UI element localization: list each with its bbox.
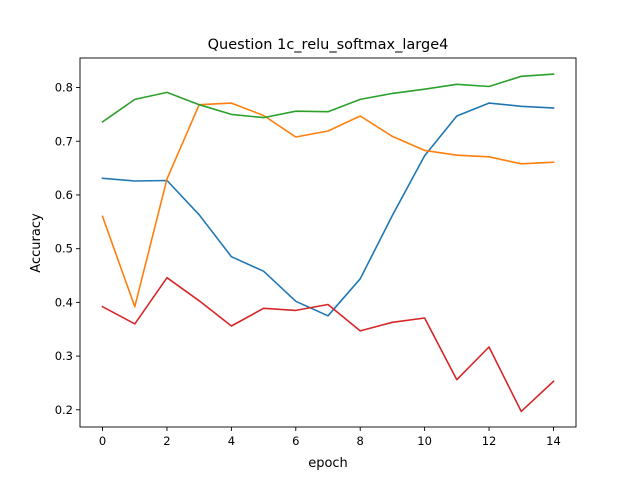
y-tick-label: 0.3 [55, 349, 73, 363]
y-tick-label: 0.2 [55, 403, 73, 417]
series-line-4 [101, 276, 555, 413]
y-axis-label: Accuracy [29, 213, 44, 273]
x-axis-label: epoch [308, 456, 348, 471]
x-tick-label: 12 [482, 434, 497, 448]
axes-layer: 0 2 4 6 8 10 12 14 0.2 0.3 0.4 0.5 0.6 0.7 0.8 [55, 57, 577, 448]
x-tick-label: 6 [292, 434, 299, 448]
y-tick-label: 0.7 [55, 134, 73, 148]
x-tick-label: 2 [163, 434, 170, 448]
y-tick-label: 0.6 [55, 188, 73, 202]
series-line-2 [101, 102, 555, 308]
x-tick-label: 10 [417, 434, 432, 448]
y-tick-label: 0.8 [55, 81, 73, 95]
chart-title: Question 1c_relu_softmax_large4 [208, 37, 449, 53]
series-layer [101, 73, 555, 413]
y-tick-label: 0.4 [55, 295, 73, 309]
series-line-1 [101, 102, 555, 317]
x-tick-label: 8 [357, 434, 364, 448]
x-tick-label: 0 [99, 434, 106, 448]
x-tick-label: 4 [228, 434, 235, 448]
series-line-3 [101, 73, 555, 124]
plot-frame [79, 57, 577, 428]
x-tick-label: 14 [546, 434, 561, 448]
y-tick-label: 0.5 [55, 242, 73, 256]
